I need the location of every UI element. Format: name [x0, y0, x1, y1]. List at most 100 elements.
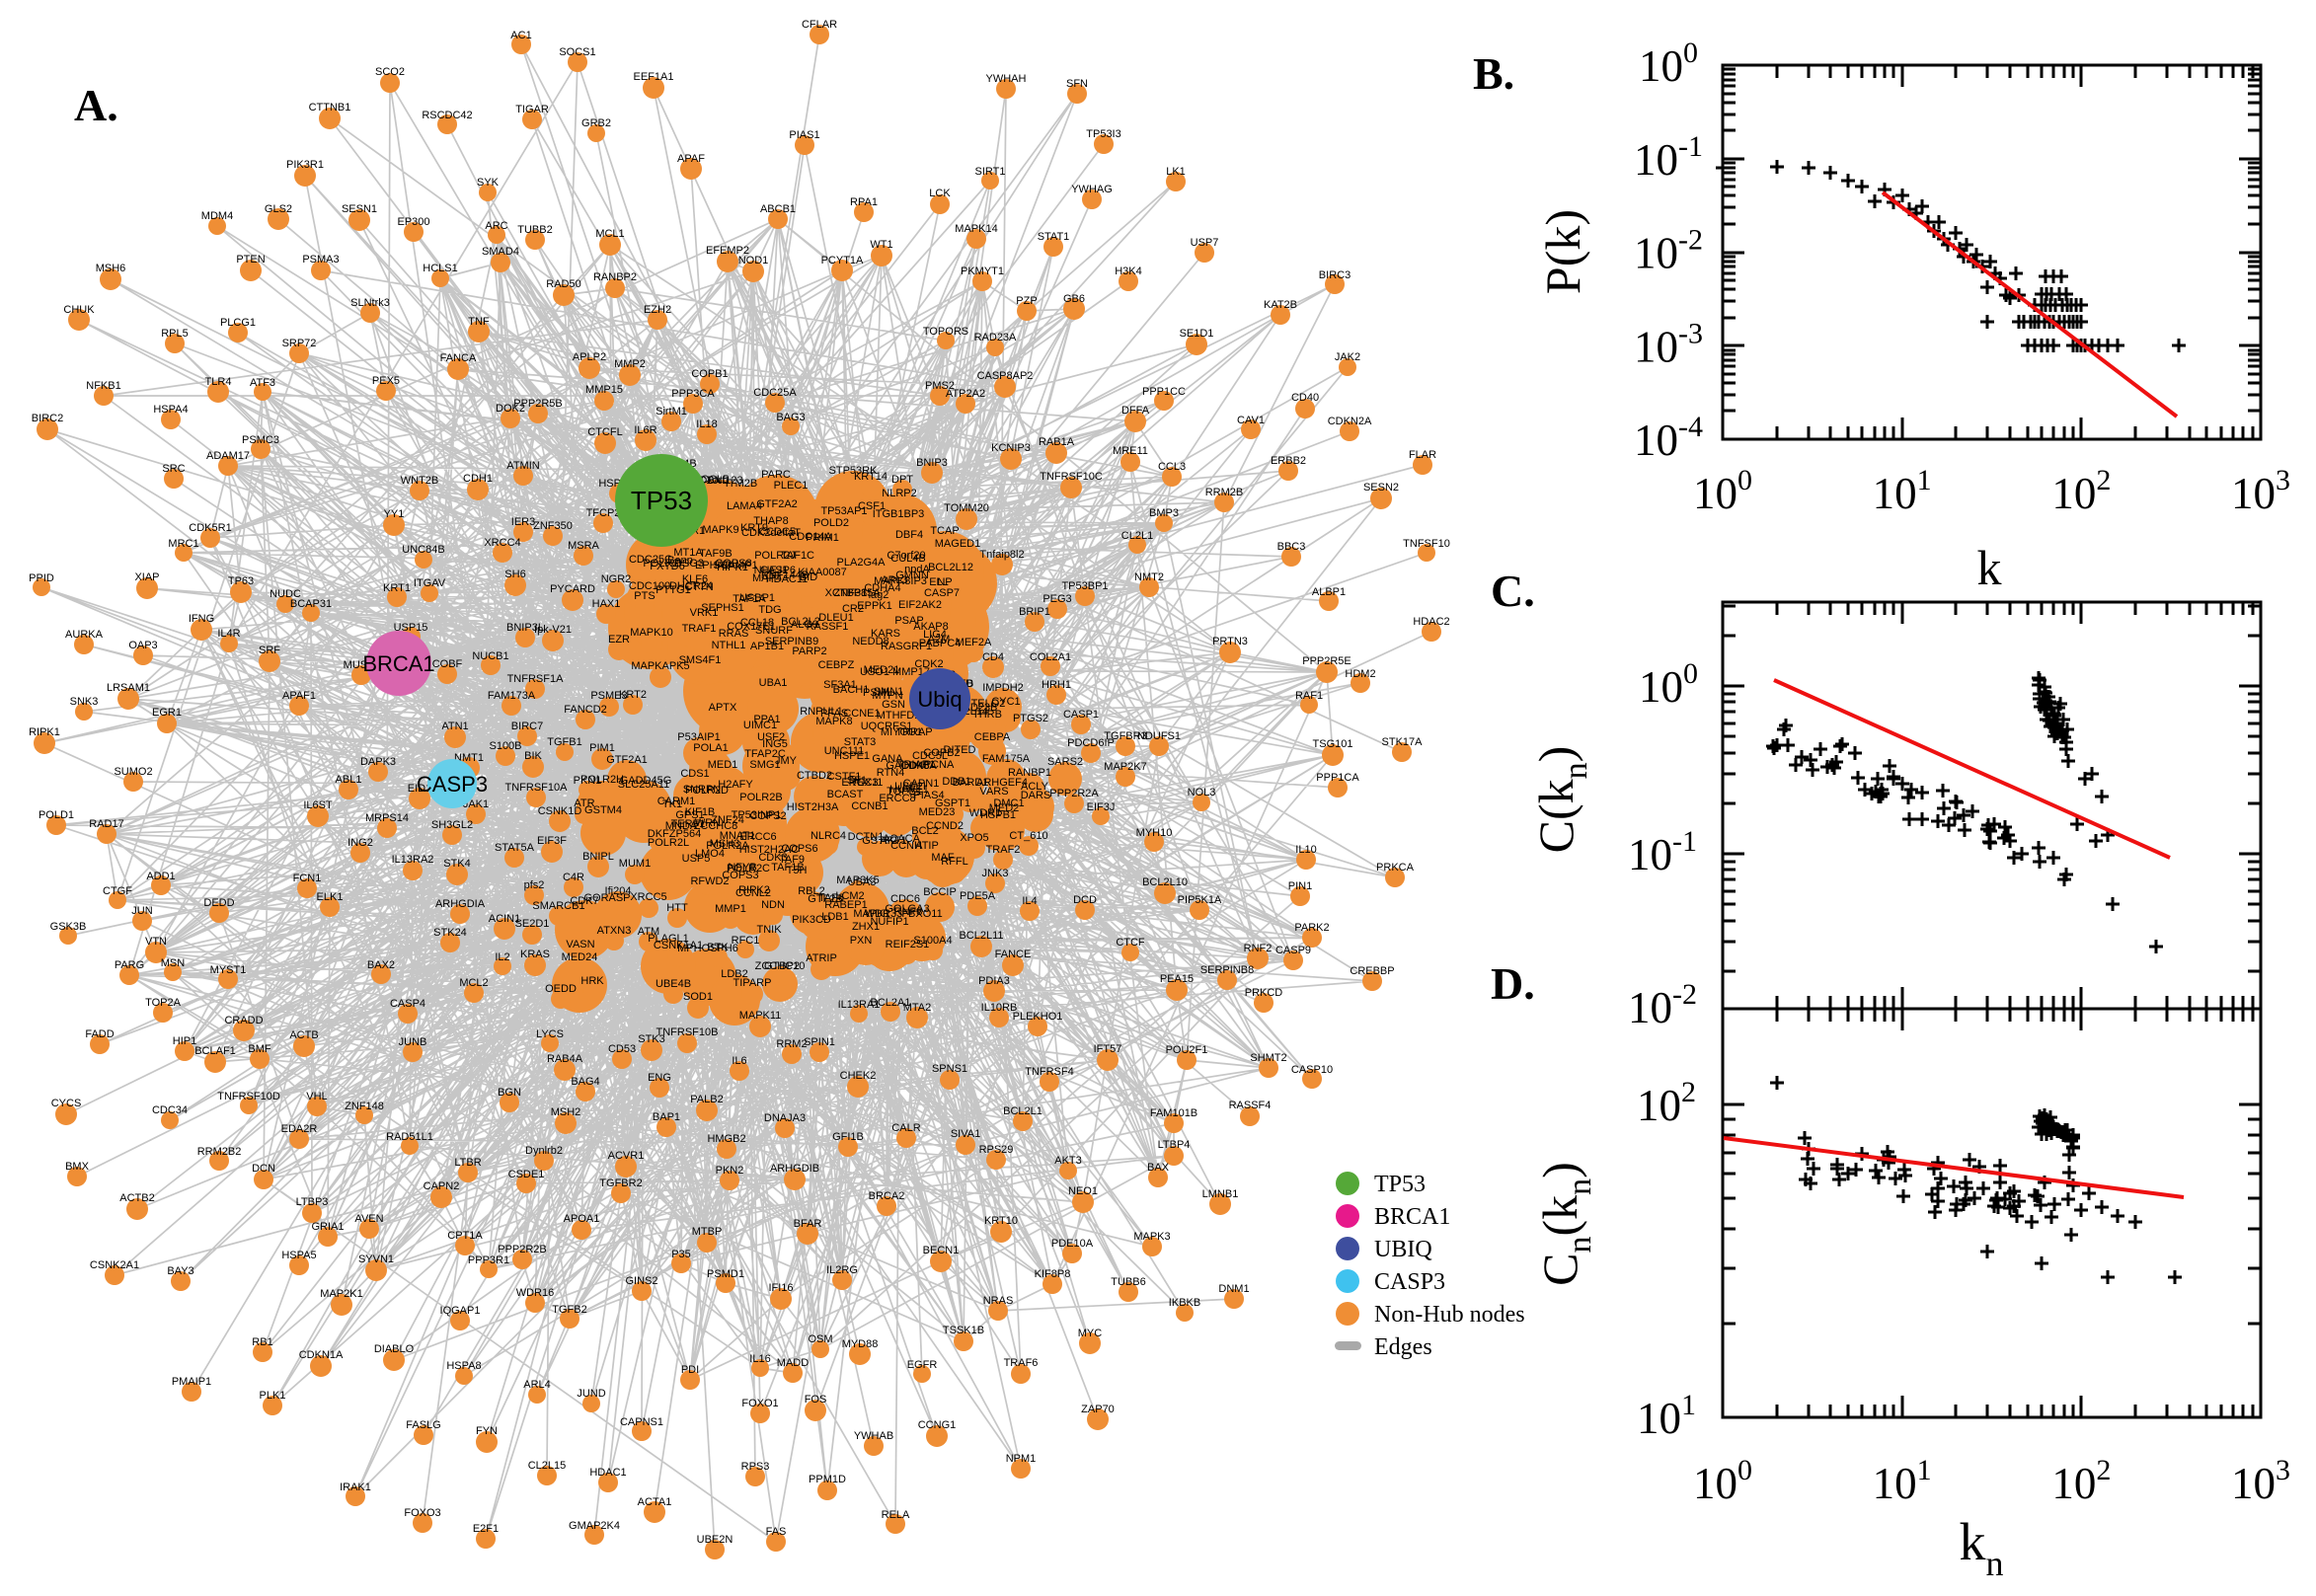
svg-text:EGFR: EGFR	[907, 1359, 938, 1371]
svg-text:BID: BID	[800, 571, 817, 583]
svg-text:TNFRSF1A: TNFRSF1A	[507, 673, 565, 685]
svg-text:IL16: IL16	[749, 1353, 770, 1365]
svg-text:CALR: CALR	[891, 1122, 920, 1134]
svg-text:TFAP2C: TFAP2C	[744, 748, 786, 760]
svg-text:RFC1: RFC1	[732, 935, 760, 947]
svg-text:GB6: GB6	[1063, 293, 1085, 305]
svg-text:UQCRFS1: UQCRFS1	[861, 721, 913, 732]
svg-text:TNFRSF10B: TNFRSF10B	[656, 1026, 719, 1038]
svg-text:USO1: USO1	[860, 666, 889, 678]
svg-text:SERPINB9: SERPINB9	[765, 636, 818, 647]
svg-text:JAK2: JAK2	[1335, 351, 1360, 363]
svg-text:TRIAP1: TRIAP1	[897, 759, 936, 771]
svg-text:POLA1: POLA1	[693, 742, 728, 754]
svg-text:HDAC11: HDAC11	[766, 573, 809, 585]
svg-text:CASP6: CASP6	[760, 565, 796, 576]
svg-text:TOPB1: TOPB1	[887, 786, 922, 798]
svg-text:ATXN3: ATXN3	[597, 925, 632, 937]
svg-text:MMP2: MMP2	[614, 358, 646, 370]
svg-text:RFFL: RFFL	[941, 856, 968, 868]
svg-text:SMN1: SMN1	[874, 686, 904, 698]
svg-text:TRAF6: TRAF6	[1004, 1357, 1039, 1369]
svg-text:PDE10A: PDE10A	[1051, 1238, 1094, 1250]
svg-text:PRTN3: PRTN3	[1212, 636, 1248, 647]
svg-text:ATRIP: ATRIP	[806, 952, 837, 964]
svg-text:RRAS: RRAS	[719, 628, 749, 640]
svg-text:BCL2L12: BCL2L12	[928, 562, 973, 573]
svg-text:TGFB2: TGFB2	[552, 1304, 586, 1316]
svg-text:IL2: IL2	[495, 951, 509, 963]
svg-text:PPP2R2B: PPP2R2B	[498, 1244, 547, 1255]
svg-text:RANBP2: RANBP2	[593, 271, 637, 283]
svg-text:DHCR24: DHCR24	[669, 580, 713, 592]
svg-text:GMAP2K4: GMAP2K4	[569, 1520, 620, 1532]
svg-text:TNFRSF4: TNFRSF4	[1025, 1066, 1074, 1078]
svg-text:RNF144B: RNF144B	[761, 570, 809, 581]
svg-text:FAM101B: FAM101B	[1150, 1107, 1197, 1119]
svg-text:CCNH: CCNH	[890, 840, 922, 852]
svg-text:FANCD2: FANCD2	[564, 704, 606, 716]
svg-text:BFAR: BFAR	[794, 1218, 822, 1230]
svg-text:HIST2H2AC: HIST2H2AC	[739, 844, 800, 856]
svg-text:KRT9: KRT9	[740, 522, 768, 534]
svg-text:CHEK2: CHEK2	[840, 1070, 877, 1082]
svg-text:PALB2: PALB2	[690, 1094, 723, 1105]
svg-text:ELK1: ELK1	[317, 891, 344, 903]
svg-text:ZNF24: ZNF24	[711, 814, 744, 826]
svg-text:THAP8: THAP8	[753, 515, 788, 527]
svg-text:REIF2S1: REIF2S1	[886, 939, 930, 950]
svg-text:TNFSF10: TNFSF10	[1403, 538, 1450, 550]
svg-text:KRT1: KRT1	[383, 582, 411, 594]
svg-text:Banp: Banp	[667, 555, 693, 567]
svg-text:SMAD4: SMAD4	[482, 246, 519, 258]
svg-text:DITED: DITED	[944, 744, 976, 756]
svg-text:TAF9B: TAF9B	[699, 548, 732, 560]
svg-text:HTT: HTT	[666, 902, 688, 914]
svg-text:IL10: IL10	[1295, 844, 1316, 856]
svg-text:SLC25A11: SLC25A11	[618, 779, 669, 791]
svg-text:MUM1: MUM1	[619, 858, 651, 870]
svg-text:CDK7: CDK7	[570, 895, 598, 907]
svg-text:AP1B1: AP1B1	[750, 641, 784, 652]
svg-text:CTGF: CTGF	[103, 885, 132, 897]
svg-text:C4R: C4R	[563, 872, 584, 883]
svg-text:NDUFS1: NDUFS1	[1137, 730, 1181, 742]
svg-text:NGR2: NGR2	[601, 573, 632, 585]
svg-text:TAF1B: TAF1B	[771, 862, 804, 874]
svg-text:ZAP70: ZAP70	[1081, 1404, 1115, 1415]
svg-text:E2F1: E2F1	[473, 1523, 499, 1535]
svg-text:BRCA2: BRCA2	[869, 1190, 905, 1202]
svg-text:PTGS2: PTGS2	[1013, 713, 1048, 724]
svg-text:SYVN1: SYVN1	[358, 1254, 394, 1265]
svg-text:MRC1: MRC1	[168, 538, 198, 550]
svg-text:SE2D1: SE2D1	[515, 918, 550, 930]
svg-text:BRCA1: BRCA1	[362, 651, 434, 676]
svg-text:STAT3: STAT3	[844, 736, 877, 748]
svg-text:FBXO11: FBXO11	[901, 908, 942, 920]
svg-text:IL6: IL6	[732, 1055, 746, 1067]
svg-text:KAT2B: KAT2B	[1264, 299, 1297, 311]
svg-text:BCAST: BCAST	[827, 789, 864, 800]
svg-text:MNAT1: MNAT1	[720, 830, 755, 842]
svg-text:EID1: EID1	[408, 783, 431, 795]
svg-text:ZHX1: ZHX1	[852, 921, 880, 933]
svg-text:CYC1: CYC1	[991, 696, 1020, 708]
svg-text:TAF1C: TAF1C	[781, 550, 814, 562]
svg-text:MAP4: MAP4	[752, 572, 782, 584]
svg-text:SMG1: SMG1	[749, 759, 780, 771]
svg-text:BTK: BTK	[707, 942, 729, 953]
svg-text:JUND: JUND	[577, 1388, 605, 1400]
svg-text:SE1D1: SE1D1	[1180, 328, 1214, 340]
svg-text:JUNB: JUNB	[399, 1036, 427, 1048]
svg-text:ATP2A2: ATP2A2	[946, 388, 985, 400]
svg-text:KIAA0087: KIAA0087	[798, 567, 847, 578]
svg-text:KLF6: KLF6	[682, 573, 708, 585]
svg-text:ABCB1: ABCB1	[760, 203, 796, 215]
svg-text:CHUK: CHUK	[63, 304, 95, 316]
svg-text:HRH1: HRH1	[1042, 679, 1071, 691]
svg-text:MYC: MYC	[1078, 1328, 1103, 1339]
svg-text:RAB4A: RAB4A	[547, 1053, 583, 1065]
svg-text:PLCG1: PLCG1	[220, 317, 256, 329]
svg-text:BNIP3L: BNIP3L	[506, 622, 544, 634]
svg-text:HUWE1: HUWE1	[889, 784, 929, 796]
